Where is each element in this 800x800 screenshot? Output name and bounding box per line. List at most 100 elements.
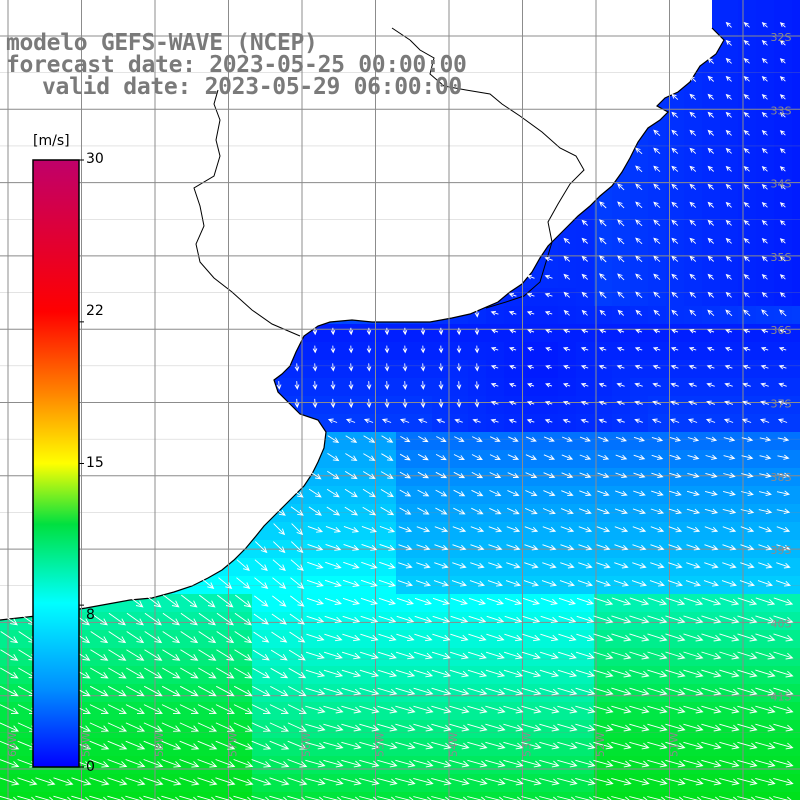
wind-arrow (725, 57, 732, 64)
wind-arrow (525, 507, 538, 515)
wind-arrow (724, 400, 734, 406)
wind-arrow (688, 346, 697, 352)
wind-cell (756, 792, 775, 800)
wind-cell (396, 684, 415, 703)
wind-arrow (161, 777, 182, 786)
wind-cell (648, 414, 667, 433)
wind-arrow (776, 544, 791, 551)
wind-cell (234, 774, 253, 793)
wind-cell (108, 774, 127, 793)
wind-arrow (761, 309, 769, 317)
wind-arrow (651, 436, 664, 442)
wind-cell (612, 306, 631, 325)
wind-cell (630, 594, 649, 613)
wind-cell (756, 306, 775, 325)
wind-arrow (413, 723, 434, 732)
wind-arrow (323, 651, 343, 660)
wind-arrow (379, 561, 396, 569)
wind-cell (720, 162, 739, 181)
wind-cell (486, 684, 505, 703)
wind-cell (342, 522, 361, 541)
wind-cell (702, 198, 721, 217)
wind-cell (738, 18, 757, 37)
wind-cell (432, 792, 451, 800)
wind-cell (774, 342, 793, 361)
wind-arrow (595, 580, 611, 587)
wind-arrow (436, 418, 445, 424)
wind-arrow (634, 364, 643, 370)
wind-arrow (435, 489, 448, 497)
wind-arrow (90, 667, 109, 679)
border-line (409, 39, 585, 309)
wind-arrow (379, 525, 396, 533)
wind-arrow (651, 418, 662, 424)
wind-cell (774, 360, 793, 379)
wind-cell (450, 630, 469, 649)
wind-arrow (778, 364, 787, 370)
wind-arrow (162, 612, 180, 626)
wind-arrow (635, 219, 643, 227)
wind-cell (360, 774, 379, 793)
wind-arrow (143, 704, 163, 714)
wind-arrow (503, 651, 523, 660)
wind-cell (198, 612, 217, 631)
wind-cell (234, 792, 253, 800)
wind-arrow (312, 345, 318, 354)
wind-arrow (402, 363, 408, 372)
wind-arrow (599, 309, 606, 316)
wind-arrow (381, 453, 394, 461)
wind-cell (648, 162, 667, 181)
wind-arrow (668, 508, 683, 515)
wind-arrow (489, 454, 501, 460)
wind-cell (666, 648, 685, 667)
wind-cell (702, 234, 721, 253)
wind-cell (684, 90, 703, 109)
wind-cell (306, 594, 325, 613)
wind-cell (432, 702, 451, 721)
wind-arrow (468, 633, 487, 642)
latitude-label: 39S (771, 544, 792, 557)
wind-cell (576, 648, 595, 667)
wind-cell (774, 522, 793, 541)
wind-cell (720, 360, 739, 379)
wind-cell (324, 702, 343, 721)
wind-cell (594, 234, 613, 253)
wind-arrow (689, 147, 697, 154)
wind-cell (558, 558, 577, 577)
wind-arrow (634, 418, 643, 424)
wind-arrow (269, 759, 290, 768)
wind-cell (36, 792, 55, 800)
wind-arrow (558, 633, 577, 642)
wind-arrow (599, 329, 607, 334)
wind-arrow (539, 741, 560, 750)
wind-arrow (521, 723, 542, 732)
wind-arrow (563, 255, 571, 262)
wind-cell (324, 792, 343, 800)
wind-cell (522, 288, 541, 307)
wind-arrow (366, 345, 372, 354)
wind-arrow (521, 687, 542, 696)
latitude-label: 35S (771, 251, 792, 264)
wind-arrow (593, 705, 614, 714)
wind-cell (486, 792, 505, 800)
wind-arrow (773, 615, 794, 624)
wind-arrow (488, 544, 503, 551)
wind-arrow (488, 562, 503, 569)
wind-cell (684, 630, 703, 649)
wind-cell (522, 396, 541, 415)
wind-arrow (743, 202, 750, 208)
wind-cell (180, 738, 199, 757)
wind-arrow (341, 705, 362, 714)
wind-cell (432, 738, 451, 757)
wind-cell (666, 252, 685, 271)
wind-arrow (526, 292, 535, 298)
wind-arrow (575, 723, 596, 732)
wind-arrow (599, 255, 607, 263)
wind-cell (684, 270, 703, 289)
wind-arrow (432, 633, 451, 642)
wind-arrow (707, 183, 715, 190)
wind-arrow (522, 597, 540, 605)
wind-cell (756, 90, 775, 109)
wind-arrow (0, 667, 19, 679)
wind-arrow (272, 541, 286, 554)
